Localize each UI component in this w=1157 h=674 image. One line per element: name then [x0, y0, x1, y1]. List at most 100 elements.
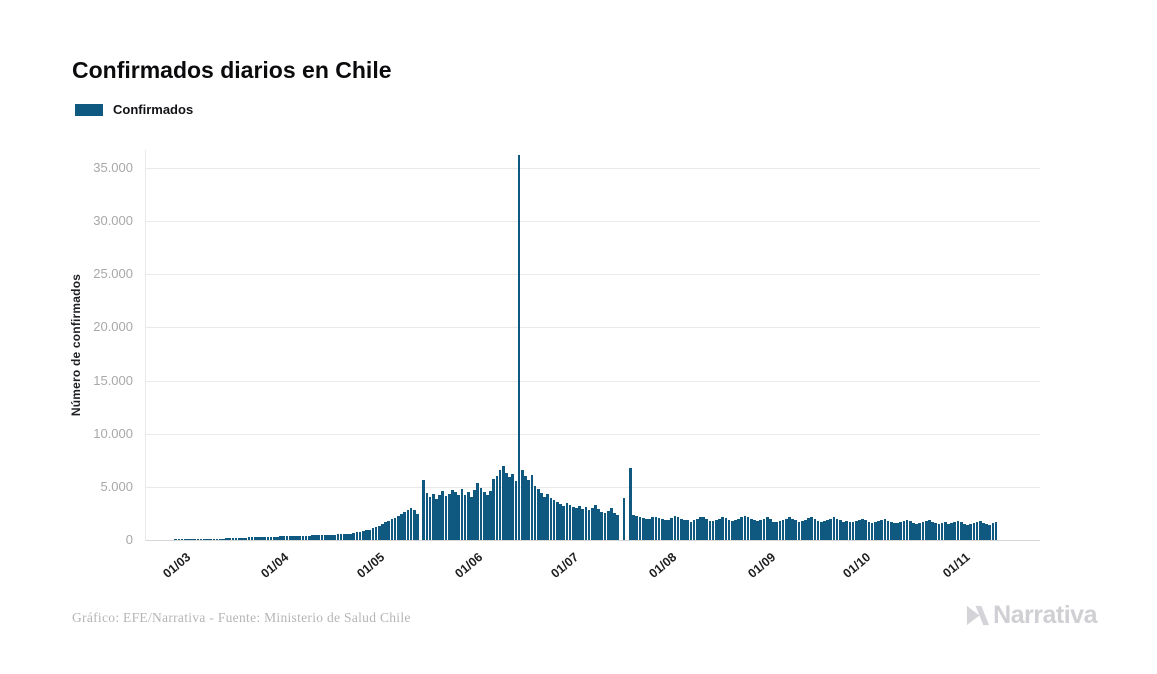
bar — [867, 521, 871, 540]
bar — [190, 539, 193, 540]
bar — [858, 519, 861, 540]
bar — [886, 520, 890, 540]
bar — [447, 494, 451, 540]
bar — [670, 518, 674, 540]
bar — [339, 534, 343, 540]
bar — [746, 517, 750, 540]
bar — [743, 516, 747, 540]
bar — [307, 535, 311, 540]
bar — [788, 517, 791, 540]
bar — [594, 504, 597, 540]
bar — [387, 520, 391, 540]
bar — [756, 520, 759, 540]
bar — [851, 521, 855, 540]
bar — [982, 522, 985, 540]
bar — [699, 517, 702, 540]
bar — [823, 521, 826, 540]
bar — [587, 510, 591, 540]
bar — [737, 519, 740, 540]
bar — [292, 536, 295, 540]
bar — [800, 521, 804, 540]
bar — [899, 521, 903, 540]
bar — [571, 506, 575, 540]
bar — [695, 518, 699, 540]
bar — [581, 508, 585, 540]
y-tick-label: 30.000 — [93, 213, 133, 229]
bar — [765, 517, 769, 540]
legend: Confirmados — [75, 102, 193, 117]
x-axis-line — [145, 540, 1040, 541]
bar — [393, 517, 397, 540]
bar — [279, 536, 282, 540]
bar — [511, 473, 515, 540]
bar — [813, 519, 817, 540]
bar — [708, 520, 712, 540]
bar — [253, 537, 257, 540]
bar — [638, 517, 642, 540]
bar — [654, 517, 658, 540]
bar — [263, 536, 267, 540]
bar — [327, 534, 330, 540]
bar — [861, 518, 864, 540]
bar — [527, 480, 531, 540]
bar — [520, 469, 524, 540]
bar — [845, 521, 849, 540]
bar — [285, 536, 289, 540]
bar — [730, 520, 734, 540]
bar — [762, 518, 766, 540]
bar — [241, 537, 244, 540]
bar — [775, 522, 779, 540]
bar — [422, 479, 426, 540]
bar — [807, 518, 810, 540]
bar — [562, 505, 565, 540]
bar — [231, 538, 235, 540]
bar — [947, 523, 950, 540]
bar — [848, 522, 852, 540]
bar — [495, 476, 499, 540]
bar — [978, 521, 982, 540]
bar — [409, 508, 413, 540]
bar — [470, 497, 473, 540]
y-tick-label: 10.000 — [93, 425, 133, 441]
bar — [505, 472, 508, 540]
bar — [237, 537, 241, 540]
bar — [629, 467, 632, 540]
bar — [463, 495, 467, 540]
bar — [476, 483, 480, 540]
bar — [371, 528, 375, 540]
bar — [686, 520, 690, 540]
legend-item-confirmados[interactable]: Confirmados — [75, 102, 193, 117]
bar — [988, 524, 992, 540]
bar — [727, 519, 731, 540]
bar — [740, 517, 744, 540]
y-axis-line — [145, 150, 146, 541]
bar — [565, 502, 569, 540]
legend-label: Confirmados — [113, 102, 194, 117]
bar — [959, 522, 963, 540]
bar — [804, 519, 807, 540]
bar — [908, 521, 912, 540]
bar — [896, 522, 899, 540]
bar — [603, 513, 607, 540]
bar — [352, 533, 356, 540]
bar — [877, 521, 880, 540]
bar — [428, 497, 432, 540]
bar — [950, 522, 953, 540]
bar — [314, 535, 317, 540]
bar — [870, 522, 874, 540]
bar — [196, 539, 200, 540]
bar — [854, 520, 858, 540]
bar — [994, 522, 998, 540]
bar — [673, 516, 677, 540]
bar — [444, 496, 448, 540]
bar — [358, 531, 362, 540]
chart-title: Confirmados diarios en Chile — [72, 57, 392, 84]
bar — [540, 493, 543, 540]
legend-swatch — [75, 103, 103, 116]
bar — [174, 539, 178, 540]
bar — [438, 495, 441, 540]
bar — [177, 539, 181, 540]
bar — [489, 490, 492, 540]
bar — [368, 529, 372, 540]
bar — [635, 516, 639, 540]
